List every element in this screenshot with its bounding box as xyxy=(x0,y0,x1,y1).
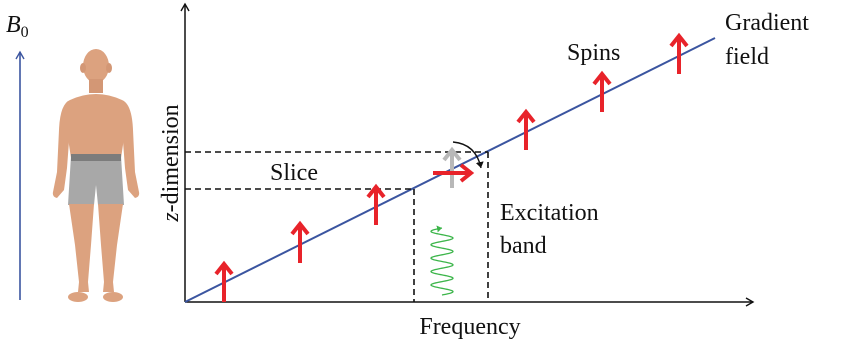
excitation-band-label-line1: Excitation xyxy=(500,200,599,226)
field-label: B0 xyxy=(6,12,29,41)
gradient-field-label-line1: Gradient xyxy=(725,10,809,36)
spin-icon xyxy=(669,32,689,74)
spin-icon xyxy=(592,70,612,112)
gradient-field-label-line2: field xyxy=(725,44,769,70)
sine-wave-icon xyxy=(430,225,454,296)
faded-spin-icon xyxy=(442,146,462,188)
spins-label: Spins xyxy=(567,40,620,66)
spin-icon xyxy=(516,108,536,150)
flipped-spin-icon xyxy=(433,163,475,183)
curved-arrow-icon xyxy=(452,141,484,169)
x-axis-label: Frequency xyxy=(419,314,520,340)
spin-icon xyxy=(290,220,310,263)
slice-label: Slice xyxy=(270,160,318,186)
spin-icon xyxy=(214,260,234,302)
excitation-band-label-line2: band xyxy=(500,233,547,259)
spin-icon xyxy=(366,183,386,225)
human-figure-icon xyxy=(52,49,140,302)
y-axis-label: z-dimension xyxy=(158,104,184,222)
spin-arrows xyxy=(214,32,689,302)
